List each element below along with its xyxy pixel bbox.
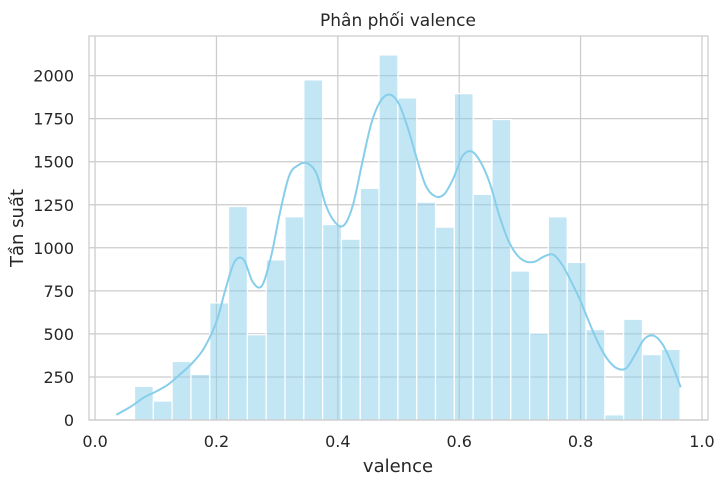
kde-layer	[115, 93, 682, 416]
kde-line	[115, 93, 682, 416]
y-axis-label: Tần suất	[7, 189, 28, 268]
histogram-bar	[171, 360, 192, 421]
histogram-bar	[528, 332, 549, 421]
y-tick-label: 2000	[33, 67, 74, 86]
x-tick-label: 0.4	[325, 432, 350, 451]
histogram-bar	[246, 334, 267, 421]
x-tick-label: 0.8	[568, 432, 593, 451]
bars	[133, 54, 681, 421]
histogram-bar	[340, 238, 361, 421]
y-tick-label: 250	[43, 368, 74, 387]
y-tick-label: 750	[43, 282, 74, 301]
x-tick-label: 0.0	[82, 432, 107, 451]
histogram-bar	[547, 216, 568, 421]
histogram-bar	[284, 216, 305, 421]
histogram-bar	[434, 226, 455, 421]
histogram-bar	[510, 270, 531, 421]
x-tick-label: 0.6	[446, 432, 471, 451]
histogram-bar	[472, 193, 493, 421]
y-tick-label: 500	[43, 325, 74, 344]
y-tick-label: 0	[64, 411, 74, 430]
histogram-bar	[604, 414, 625, 421]
y-tick-label: 1000	[33, 239, 74, 258]
histogram-bar	[416, 201, 437, 421]
histogram-bar	[265, 259, 286, 421]
histogram-bar	[566, 261, 587, 421]
histogram-bar	[152, 400, 173, 421]
histogram-bar	[585, 328, 606, 421]
y-tick-labels: 0 250 500 750 1000 1250 1500 1750 2000	[33, 67, 74, 430]
histogram-bar	[359, 187, 380, 421]
plot-frame	[88, 35, 709, 421]
x-tick-labels: 0.0 0.2 0.4 0.6 0.8 1.0	[82, 432, 714, 451]
histogram-bar	[303, 79, 324, 421]
histogram-bar	[190, 373, 211, 421]
x-axis-label: valence	[363, 456, 433, 477]
histogram-bar	[209, 302, 230, 421]
histogram-bar	[227, 205, 248, 421]
histogram-bar	[453, 93, 474, 421]
histogram-bar	[322, 223, 343, 421]
histogram-bar	[641, 353, 662, 421]
histogram-bar	[378, 54, 399, 421]
x-tick-label: 0.2	[204, 432, 229, 451]
y-tick-label: 1500	[33, 153, 74, 172]
chart-title: Phân phối valence	[320, 10, 476, 31]
x-tick-label: 1.0	[689, 432, 714, 451]
y-tick-label: 1250	[33, 196, 74, 215]
histogram-bar	[623, 318, 644, 421]
y-tick-label: 1750	[33, 110, 74, 129]
histogram-bar	[491, 118, 512, 421]
